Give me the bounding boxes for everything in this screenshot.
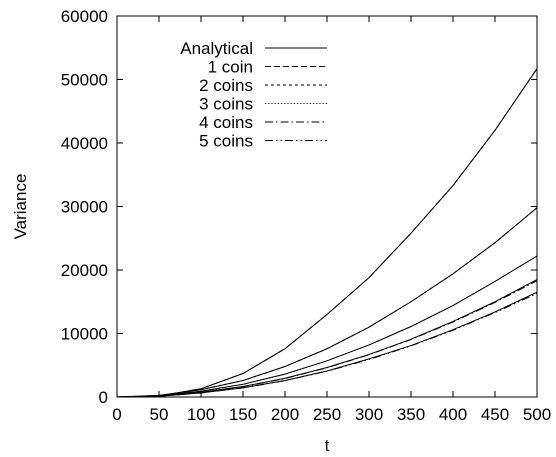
- x-tick-label: 100: [187, 405, 215, 424]
- y-axis-title: Variance: [11, 174, 30, 240]
- x-tick-label: 50: [150, 405, 169, 424]
- series-line-analytical-1: [116, 68, 538, 398]
- series-line-analytical-3: [116, 255, 538, 398]
- legend-label: 3 coins: [199, 95, 253, 114]
- x-tick-label: 500: [523, 405, 551, 424]
- series-line-5-coins: [116, 293, 538, 398]
- x-tick-label: 150: [229, 405, 257, 424]
- x-tick-label: 300: [355, 405, 383, 424]
- legend-label: 5 coins: [199, 132, 253, 151]
- series-line-1-coin: [116, 68, 538, 398]
- series-line-4-coins: [116, 280, 538, 398]
- y-tick-label: 60000: [61, 7, 108, 26]
- plot-area: [116, 15, 538, 398]
- series-line-3-coins: [116, 255, 538, 398]
- y-tick-label: 40000: [61, 134, 108, 153]
- legend-label: Analytical: [180, 39, 253, 58]
- x-tick-label: 250: [313, 405, 341, 424]
- x-tick-label: 0: [112, 405, 121, 424]
- x-axis-title: t: [325, 436, 330, 455]
- x-tick-label: 350: [397, 405, 425, 424]
- y-tick-label: 50000: [61, 71, 108, 90]
- legend-label: 4 coins: [199, 113, 253, 132]
- x-tick-label: 400: [439, 405, 467, 424]
- plot-frame: [116, 15, 538, 398]
- series-line-analytical-2: [116, 207, 538, 398]
- y-tick-label: 20000: [61, 261, 108, 280]
- legend-label: 2 coins: [199, 76, 253, 95]
- series-line-analytical-5: [116, 291, 538, 398]
- legend-label: 1 coin: [208, 58, 253, 77]
- y-tick-label: 30000: [61, 198, 108, 217]
- y-tick-label: 0: [99, 388, 108, 407]
- series-line-2-coins: [116, 207, 538, 398]
- axis-ticks: 0 50 100 150 200 250 300 350 400 450 500 0 10000 2000…: [61, 7, 551, 424]
- series-line-analytical-4: [116, 279, 538, 398]
- x-tick-label: 450: [481, 405, 509, 424]
- y-tick-label: 10000: [61, 325, 108, 344]
- x-tick-label: 200: [271, 405, 299, 424]
